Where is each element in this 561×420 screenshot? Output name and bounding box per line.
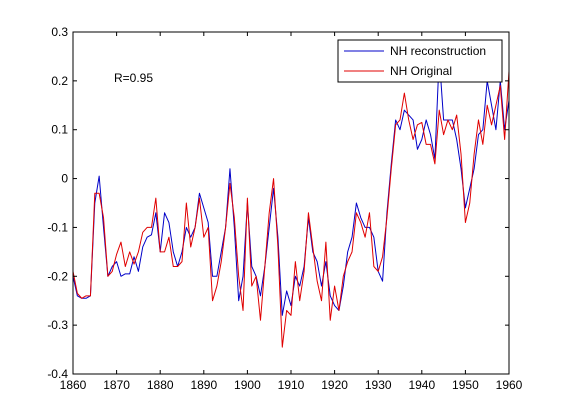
x-tick-label: 1940	[408, 378, 435, 392]
x-tick-label: 1910	[278, 378, 305, 392]
series-layer	[72, 55, 510, 348]
x-tick-label: 1950	[452, 378, 479, 392]
plot-area	[73, 32, 509, 374]
y-tick-label: -0.1	[47, 220, 68, 234]
x-tick-label: 1880	[147, 378, 174, 392]
x-tick-label: 1900	[234, 378, 261, 392]
x-tick-label: 1930	[365, 378, 392, 392]
tick-labels-layer: 1860 1870 1880 1890 1900 1910 1920 1930 1940 1950…	[47, 25, 522, 392]
y-tick-label: 0.2	[51, 74, 68, 88]
ticks-layer	[72, 31, 510, 375]
correlation-annotation: R=0.95	[114, 71, 153, 85]
y-tick-label: -0.2	[47, 269, 68, 283]
series-line-original	[72, 71, 510, 348]
y-tick-label: 0.1	[51, 123, 68, 137]
x-tick-label: 1870	[103, 378, 130, 392]
y-tick-label: -0.4	[47, 367, 68, 381]
legend-label-original: NH Original	[390, 64, 452, 78]
legend-label-reconstruction: NH reconstruction	[390, 44, 486, 58]
x-tick-label: 1960	[496, 378, 523, 392]
x-tick-label: 1890	[190, 378, 217, 392]
y-tick-label: 0	[61, 172, 68, 186]
y-tick-label: -0.3	[47, 318, 68, 332]
legend-box	[337, 39, 503, 83]
legend: NH reconstruction NH Original	[337, 39, 503, 83]
series-line-reconstruction	[72, 55, 510, 316]
y-tick-label: 0.3	[51, 25, 68, 39]
x-tick-label: 1860	[60, 378, 87, 392]
x-tick-label: 1920	[321, 378, 348, 392]
